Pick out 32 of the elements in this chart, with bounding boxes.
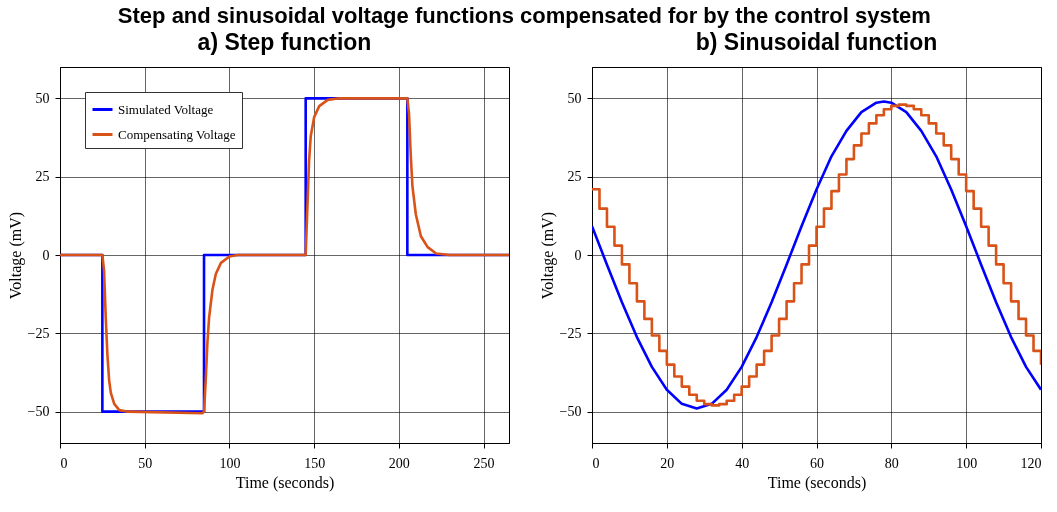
y-tick-label: −25: [559, 325, 582, 341]
x-tick-label: 100: [219, 455, 241, 471]
chart-title: b) Sinusoidal function: [695, 29, 938, 55]
y-tick-label: 50: [35, 90, 50, 106]
x-tick-label: 120: [1020, 455, 1042, 471]
y-tick-label: 0: [42, 247, 50, 263]
y-axis-title: Voltage (mV): [538, 211, 557, 300]
y-tick-label: 25: [567, 169, 582, 185]
x-tick-label: 50: [138, 455, 153, 471]
x-tick-label: 0: [592, 455, 600, 471]
y-tick-label: −25: [27, 325, 50, 341]
y-tick-label: 25: [35, 169, 50, 185]
legend-label: Simulated Voltage: [118, 101, 214, 117]
x-axis-title: Time (seconds): [235, 473, 335, 492]
x-tick-label: 0: [60, 455, 68, 471]
y-tick-label: 50: [567, 90, 582, 106]
y-tick-label: −50: [27, 404, 50, 420]
x-tick-label: 80: [884, 455, 899, 471]
y-tick-label: 0: [574, 247, 582, 263]
chart-title: a) Step function: [197, 29, 372, 55]
x-tick-label: 150: [304, 455, 326, 471]
x-axis-title: Time (seconds): [767, 473, 867, 492]
x-tick-label: 20: [660, 455, 675, 471]
x-tick-label: 40: [735, 455, 750, 471]
text: Step and sinusoidal voltage functions compensated for by the control system: [117, 2, 931, 28]
x-tick-label: 200: [388, 455, 410, 471]
y-tick-label: −50: [559, 404, 582, 420]
y-axis-title: Voltage (mV): [6, 211, 25, 300]
x-tick-label: 100: [956, 455, 978, 471]
legend-label: Compensating Voltage: [118, 126, 236, 142]
x-tick-label: 60: [810, 455, 824, 471]
x-tick-label: 250: [473, 455, 495, 471]
